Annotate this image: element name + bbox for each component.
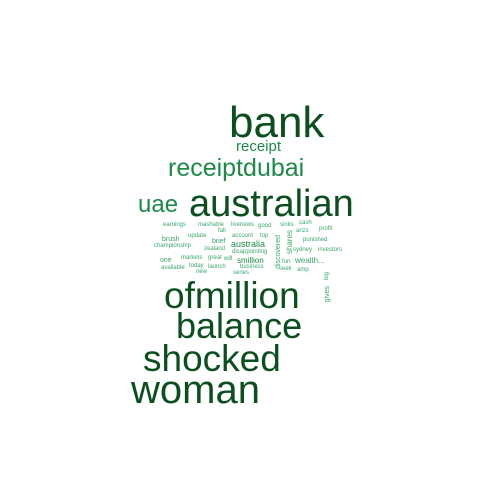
word-brief: brief	[212, 238, 226, 245]
word-business: business	[240, 264, 264, 270]
word-australia: australia	[231, 239, 266, 249]
word-account: account	[232, 233, 254, 239]
word-today: today	[189, 263, 204, 269]
word-good: good	[258, 223, 272, 229]
word-wealth: wealth...	[295, 256, 325, 265]
word-cash: cash	[299, 220, 312, 226]
word-earnings: earnings	[163, 222, 187, 228]
word-one: one	[160, 257, 172, 264]
word-gives: gives	[324, 286, 331, 303]
word-ofmillion: ofmillion	[164, 275, 300, 316]
word-new: new	[196, 269, 208, 275]
word-uae: uae	[138, 191, 179, 218]
word-amp: amp	[297, 267, 309, 273]
word-balance: balance	[176, 305, 303, 346]
word-markets: markets	[181, 255, 203, 261]
word-punished: punished	[303, 237, 328, 243]
word-livenews: livenews	[231, 222, 255, 228]
word-bank: bank	[229, 98, 325, 147]
word-series: series	[233, 270, 250, 276]
word-seek: seek	[279, 266, 292, 272]
word-shocked: shocked	[143, 338, 281, 379]
word-available: available	[161, 265, 185, 271]
word-mashable: mashable	[198, 222, 225, 228]
word-receiptdubai: receiptdubai	[168, 154, 305, 182]
word-receipt: receipt	[236, 138, 282, 155]
word-top: top	[260, 233, 269, 239]
word-great: great	[208, 255, 222, 261]
word-sydney: sydney	[293, 247, 313, 253]
word-investors: investors	[318, 247, 343, 253]
word-smillion: smillion	[237, 256, 264, 265]
word-woman: woman	[131, 368, 260, 412]
word-anzs: anzs	[296, 228, 309, 234]
word-fall: fall	[218, 228, 226, 234]
word-sinks: sinks	[280, 222, 294, 228]
word-discovered: discovered	[275, 235, 282, 269]
word-launch: launch	[208, 264, 226, 270]
word-shares: shares	[285, 230, 294, 255]
word-australian: australian	[189, 183, 354, 225]
word-profit: profit	[319, 226, 333, 232]
word-championship: championship	[154, 243, 192, 249]
word-brush: brush	[162, 236, 180, 243]
word-zealand: zealand	[204, 246, 226, 252]
word-update: update	[188, 233, 207, 239]
word-big: big	[324, 272, 330, 281]
word-will: will	[224, 256, 233, 262]
word-disappointing: disappointing	[232, 249, 268, 255]
word-fun: fun	[282, 259, 291, 265]
